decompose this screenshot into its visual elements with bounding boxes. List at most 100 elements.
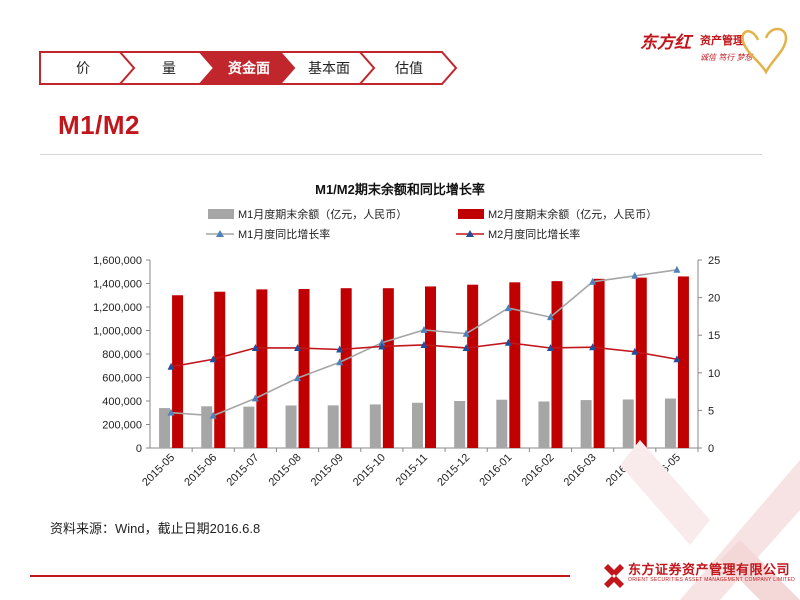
m1-bar: [285, 405, 297, 448]
m1-bar: [201, 406, 213, 448]
m2-growth-point: [378, 342, 386, 350]
x-tick-label: 2015-12: [435, 452, 472, 489]
y-right-tick-label: 20: [708, 293, 720, 305]
m2-bar: [214, 291, 226, 448]
tab-1[interactable]: 量: [117, 51, 218, 85]
y-left-tick-label: 1,400,000: [93, 279, 142, 291]
source-note: 资料来源：Wind，截止日期2016.6.8: [50, 521, 261, 536]
legend-label-2: M1月度同比增长率: [238, 227, 330, 241]
m2-bar: [635, 277, 647, 448]
m1-growth-point: [546, 313, 554, 321]
m2-bar: [172, 295, 184, 448]
m2-growth-point: [546, 343, 554, 351]
m1-growth-point: [294, 374, 302, 382]
x-tick-label: 2015-11: [394, 452, 430, 488]
m2-bar: [425, 286, 436, 448]
m2-bar: [467, 284, 479, 448]
y-left-tick-label: 800,000: [102, 349, 142, 361]
y-right-tick-label: 5: [708, 405, 714, 417]
brand-sub-text: 资产管理: [700, 35, 744, 47]
tab-shape: [357, 51, 458, 85]
m1-bar: [327, 405, 339, 448]
m2-growth-point: [589, 343, 597, 351]
m1-growth-point: [336, 358, 344, 366]
m2-growth-point: [631, 347, 639, 355]
m1-bar: [664, 398, 676, 448]
tab-4[interactable]: 估值: [357, 51, 458, 85]
m2-bar: [509, 282, 521, 448]
m2-growth-point: [294, 343, 302, 351]
title-divider: [40, 154, 762, 155]
y-left-tick-label: 1,000,000: [93, 326, 142, 338]
m1-growth-point: [378, 338, 386, 346]
y-right-tick-label: 10: [708, 368, 720, 380]
brand-slogan: 诚信 笃行 梦想: [700, 53, 753, 62]
decorative-x-pattern: [620, 440, 800, 600]
company-logo-icon: [604, 564, 624, 588]
m1-bar: [580, 400, 592, 448]
m2-growth-point: [504, 338, 512, 346]
m2-growth-point: [336, 345, 344, 353]
m2-bar: [382, 288, 394, 448]
x-tick-label: 2015-08: [267, 452, 304, 489]
legend-marker-3: [466, 230, 474, 237]
m2-bar: [677, 276, 689, 448]
nav-tabs: 价 量 资金面 基本面 估值: [39, 51, 458, 85]
m2-bar: [256, 289, 268, 448]
m2-growth-point: [420, 340, 428, 348]
x-tick-label: 2015-10: [351, 452, 388, 489]
tab-2[interactable]: 资金面: [197, 51, 298, 85]
m1-growth-point: [631, 271, 639, 279]
m1-growth-point: [673, 265, 681, 273]
tab-label: 量: [162, 60, 176, 76]
x-tick-label: 2015-06: [182, 452, 219, 489]
brand-heart-icon: [741, 27, 788, 75]
x-tick-label: 2015-09: [309, 452, 346, 489]
m1-m2-chart: M1/M2期末余额和同比增长率 M1月度期末余额（亿元，人民币） M2月度期末余额（…: [93, 182, 720, 489]
m2-growth-point: [251, 343, 259, 351]
y-left-tick-label: 400,000: [102, 396, 142, 408]
m1-growth-point: [251, 394, 259, 402]
m2-growth-point: [209, 355, 217, 363]
legend-swatch-1: [458, 209, 484, 219]
y-right-tick-label: 25: [708, 255, 720, 267]
m1-bar: [538, 401, 550, 448]
tab-label: 价: [76, 60, 90, 76]
m2-growth-point: [167, 362, 175, 370]
tab-label: 资金面: [228, 60, 270, 76]
x-tick-label: 2016-03: [562, 452, 599, 489]
x-tick-label: 2015-05: [140, 452, 177, 489]
footer-line: [30, 575, 570, 577]
m2-bar: [340, 288, 352, 448]
y-left-tick-label: 1,200,000: [93, 302, 142, 314]
tab-0[interactable]: 价: [39, 51, 138, 85]
m1-bar: [369, 404, 381, 448]
legend-label-3: M2月度同比增长率: [488, 227, 580, 241]
legend-marker-2: [216, 230, 224, 237]
m1-growth-point: [589, 277, 597, 285]
m1-bar: [496, 399, 508, 448]
m1-growth-point: [504, 304, 512, 312]
m2-growth-point: [673, 355, 681, 363]
m2-bar: [593, 278, 605, 448]
chart-title: M1/M2期末余额和同比增长率: [315, 182, 485, 197]
m1-growth-point: [420, 325, 428, 333]
m1-bar: [412, 402, 423, 448]
m1-growth-point: [462, 329, 470, 337]
y-left-tick-label: 600,000: [102, 373, 142, 385]
m1-bar: [159, 408, 171, 448]
legend-label-0: M1月度期末余额（亿元，人民币）: [238, 207, 407, 221]
legend-swatch-0: [208, 209, 234, 219]
y-left-tick-label: 200,000: [102, 420, 142, 432]
y-left-tick-label: 1,600,000: [93, 255, 142, 267]
tab-3[interactable]: 基本面: [277, 51, 378, 85]
brand-logo-text: 东方红: [640, 33, 691, 53]
m2-bar: [298, 289, 310, 448]
m1-bar: [454, 401, 466, 448]
page-title: M1/M2: [58, 110, 140, 140]
y-left-tick-label: 0: [136, 443, 142, 455]
legend-label-1: M2月度期末余额（亿元，人民币）: [488, 207, 657, 221]
tab-label: 估值: [395, 60, 423, 76]
m1-bar: [243, 406, 255, 448]
footer-company-name: 东方证券资产管理有限公司: [628, 562, 791, 577]
